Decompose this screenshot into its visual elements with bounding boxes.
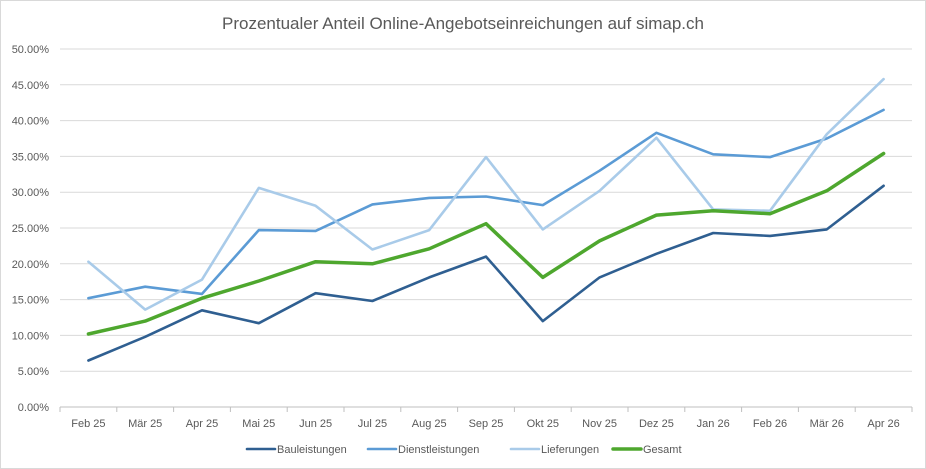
- legend-label-lieferungen: Lieferungen: [541, 444, 599, 456]
- x-tick-label: Apr 25: [186, 418, 218, 430]
- y-tick-label: 0.00%: [18, 402, 49, 414]
- y-tick-label: 10.00%: [12, 330, 50, 342]
- series-line-lieferungen: [87, 77, 885, 311]
- x-tick-label: Mai 25: [242, 418, 275, 430]
- y-tick-label: 15.00%: [12, 295, 50, 307]
- x-tick-label: Jun 25: [299, 418, 332, 430]
- x-tick-label: Mär 26: [810, 418, 844, 430]
- x-tick-label: Dez 25: [639, 418, 674, 430]
- x-tick-label: Okt 25: [527, 418, 559, 430]
- y-tick-label: 30.00%: [12, 187, 50, 199]
- y-tick-label: 5.00%: [18, 366, 49, 378]
- grid-lines: [60, 48, 912, 408]
- legend-label-bauleistungen: Bauleistungen: [277, 444, 347, 456]
- series-line-dienstleistungen: [87, 108, 885, 300]
- legend-label-gesamt: Gesamt: [643, 444, 682, 456]
- series-line-gesamt: [86, 151, 886, 336]
- series-line-bauleistungen: [87, 184, 885, 362]
- x-tick-label: Aug 25: [412, 418, 447, 430]
- y-tick-label: 50.00%: [12, 44, 50, 56]
- y-tick-label: 45.00%: [12, 80, 50, 92]
- x-tick-label: Jul 25: [358, 418, 387, 430]
- x-tick-label: Mär 25: [128, 418, 162, 430]
- x-tick-label: Feb 25: [71, 418, 105, 430]
- chart-title: Prozentualer Anteil Online-Angebotseinre…: [222, 14, 704, 33]
- x-tick-label: Jan 26: [697, 418, 730, 430]
- legend: Bauleistungen Dienstleistungen Lieferungen…: [245, 444, 682, 456]
- y-tick-label: 20.00%: [12, 259, 50, 271]
- y-tick-label: 25.00%: [12, 223, 50, 235]
- y-tick-label: 35.00%: [12, 151, 50, 163]
- x-tick-label: Nov 25: [582, 418, 617, 430]
- x-tick-label: Apr 26: [867, 418, 899, 430]
- legend-label-dienstleistungen: Dienstleistungen: [398, 444, 479, 456]
- x-tick-label: Sep 25: [469, 418, 504, 430]
- axes: 0.00% 5.00% 10.00% 15.00% 20.00% 25.00% 30.00%…: [12, 44, 913, 430]
- x-tick-label: Feb 26: [753, 418, 787, 430]
- series-lines: [86, 77, 886, 362]
- y-tick-label: 40.00%: [12, 116, 50, 128]
